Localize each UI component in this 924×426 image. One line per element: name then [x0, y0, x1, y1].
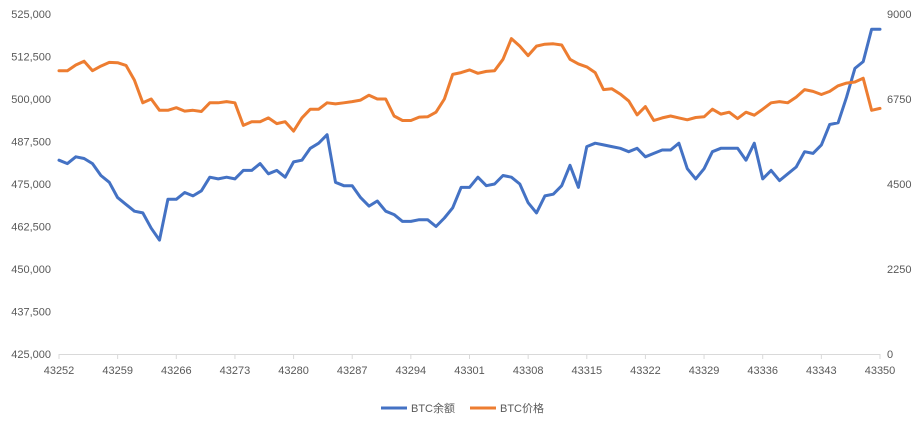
x-tick-label: 43301 — [454, 365, 485, 377]
x-tick-label: 43336 — [747, 365, 778, 377]
left-axis-ticks: 425,000 437,500 450,000 462,500 475,000 487,5… — [11, 9, 51, 361]
left-tick-label: 487,500 — [11, 137, 51, 149]
x-tick-label: 43287 — [337, 365, 368, 377]
left-tick-label: 525,000 — [11, 9, 51, 21]
left-tick-label: 437,500 — [11, 307, 51, 319]
left-tick-label: 450,000 — [11, 264, 51, 276]
legend-label-price: BTC价格 — [500, 401, 544, 415]
x-tick-label: 43280 — [278, 365, 309, 377]
left-tick-label: 500,000 — [11, 94, 51, 106]
x-tick-label: 43252 — [44, 365, 75, 377]
btc-balance-line — [57, 27, 882, 242]
left-tick-label: 475,000 — [11, 179, 51, 191]
legend: BTC余额 BTC价格 — [381, 401, 544, 415]
left-tick-label: 462,500 — [11, 222, 51, 234]
x-tick-label: 43329 — [689, 365, 720, 377]
right-tick-label: 2250 — [887, 264, 911, 276]
left-tick-label: 512,500 — [11, 52, 51, 64]
x-tick-label: 43315 — [571, 365, 602, 377]
right-tick-label: 9000 — [887, 9, 911, 21]
right-tick-label: 6750 — [887, 94, 911, 106]
right-axis-ticks: 0 2250 4500 6750 9000 — [887, 9, 911, 361]
x-tick-label: 43273 — [220, 365, 251, 377]
left-tick-label: 425,000 — [11, 349, 51, 361]
btc-price-line — [57, 37, 882, 133]
right-tick-label: 0 — [887, 349, 893, 361]
x-tick-label: 43294 — [396, 365, 427, 377]
x-tick-label: 43259 — [102, 365, 133, 377]
series-lines — [57, 27, 882, 242]
x-axis-ticks: 43252 43259 43266 43273 43280 43287 43294 43301… — [44, 354, 896, 377]
legend-label-balance: BTC余额 — [411, 401, 455, 415]
right-tick-label: 4500 — [887, 179, 911, 191]
x-tick-label: 43322 — [630, 365, 661, 377]
x-tick-label: 43350 — [865, 365, 896, 377]
x-tick-label: 43343 — [806, 365, 837, 377]
x-tick-label: 43266 — [161, 365, 192, 377]
x-tick-label: 43308 — [513, 365, 544, 377]
